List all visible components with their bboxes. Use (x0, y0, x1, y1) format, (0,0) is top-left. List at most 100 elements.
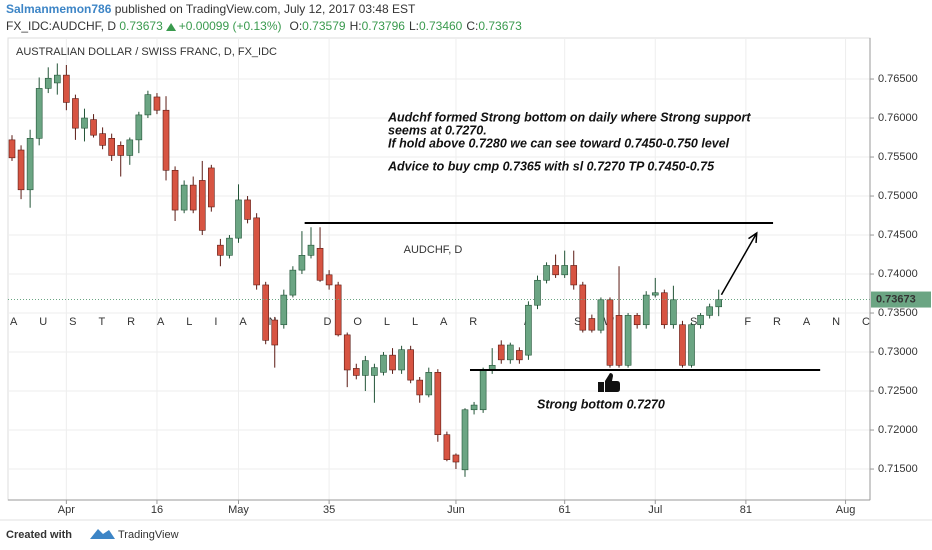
candle-body (135, 114, 143, 141)
candle-body (706, 306, 713, 316)
watermark: AUSTRALIAN DOLLAR / SWISS FRANC (10, 316, 870, 328)
last: 0.73673 (119, 19, 163, 33)
candle-body (552, 265, 559, 276)
y-tick-label: 0.72500 (878, 385, 918, 397)
candle-body (651, 292, 659, 296)
footer-created: Created with (6, 529, 72, 541)
last-price-label: 0.73673 (876, 293, 916, 305)
candle-body (26, 138, 34, 191)
x-tick-label: 16 (151, 504, 163, 516)
x-tick-label: May (228, 504, 249, 516)
annotation: Advice to buy cmp 0.7365 with sl 0.7270 … (387, 159, 715, 173)
x-tick-label: 61 (559, 504, 571, 516)
candle-body (624, 315, 632, 366)
candle-body (54, 74, 61, 84)
candle-body (362, 360, 369, 376)
candle-body (307, 244, 315, 256)
logo (90, 529, 115, 539)
annotation: Audchf formed Strong bottom on daily whe… (387, 110, 751, 124)
candle-body (679, 324, 686, 366)
candle-body (244, 199, 251, 220)
y-tick-label: 0.73000 (878, 346, 918, 358)
y-tick-label: 0.76000 (878, 112, 918, 124)
candle-body (425, 372, 433, 396)
candle-body (588, 318, 596, 331)
x-tick-label: 35 (323, 504, 335, 516)
ohlc: O:0.73579 H:0.73796 L:0.73460 C:0.73673 (290, 19, 523, 33)
candle-body (534, 279, 541, 306)
y-tick-label: 0.73500 (878, 307, 918, 319)
candle-body (253, 217, 260, 286)
candle-body (171, 169, 179, 211)
ohlc-label: L: (409, 19, 419, 33)
ohlc-label: H: (350, 19, 362, 33)
annotation: seems at 0.7270. (388, 123, 487, 137)
candle-body (271, 319, 279, 346)
candle-body (198, 180, 206, 231)
last-price-box (871, 291, 931, 308)
candle-body (17, 149, 25, 191)
candle-body (63, 74, 70, 103)
candle-body (81, 117, 88, 129)
candle-body (479, 369, 487, 411)
header-line: Salmanmemon786 published on TradingView.… (6, 2, 416, 16)
candle-body (99, 133, 106, 146)
candle-body (661, 292, 668, 326)
candle-body (162, 109, 170, 171)
candle-body (670, 299, 677, 326)
x-tick-label: Jul (648, 504, 662, 516)
candle-body (108, 138, 115, 156)
candle-body (570, 265, 578, 286)
candle-body (90, 119, 97, 136)
y-tick-label: 0.74000 (878, 268, 918, 280)
y-tick-label: 0.75500 (878, 151, 918, 163)
candle-body (525, 304, 532, 356)
candle-body (389, 354, 396, 371)
candle-body (398, 349, 405, 371)
y-tick-label: 0.74500 (878, 229, 918, 241)
candle-body (642, 294, 650, 326)
annotation: Strong bottom 0.7270 (537, 397, 665, 411)
candle-body (325, 274, 333, 286)
candle-body (633, 315, 641, 326)
candle-body (470, 404, 478, 411)
candle-body (8, 139, 16, 159)
candle-body (597, 299, 605, 331)
candle-body (715, 299, 722, 308)
candle-body (516, 350, 523, 361)
symbol-line: FX_IDC:AUDCHF, D 0.73673 +0.00099 (+0.13%… (6, 19, 522, 33)
ohlc-value: 0.73673 (478, 19, 522, 33)
candle-body (615, 315, 623, 366)
candle-body (343, 334, 351, 371)
candle-body (44, 77, 52, 89)
candle-body (334, 284, 342, 336)
x-tick-label: Aug (836, 504, 856, 516)
candle-body (262, 284, 269, 341)
candle-body (153, 96, 161, 111)
y-tick-label: 0.71500 (878, 463, 918, 475)
candle-body (697, 315, 704, 326)
y-tick-label: 0.76500 (878, 73, 918, 85)
arrow (720, 231, 758, 296)
footer-brand: TradingView (118, 529, 179, 541)
candle-body (289, 269, 297, 296)
candle-body (579, 284, 587, 331)
author: Salmanmemon786 (6, 2, 112, 16)
candle-body (688, 324, 695, 366)
up-icon (166, 23, 177, 31)
candle-body (380, 354, 387, 373)
candle-body (117, 145, 125, 156)
published: published on TradingView.com, July 12, 2… (115, 2, 416, 16)
y-tick-label: 0.75000 (878, 190, 918, 202)
candle-body (298, 255, 306, 271)
candle-body (208, 167, 215, 208)
candle-body (126, 139, 134, 156)
x-tick-label: Apr (58, 504, 75, 516)
x-tick-label: 81 (740, 504, 752, 516)
candle-body (235, 199, 242, 239)
candle-body (407, 349, 414, 381)
candle-body (443, 434, 451, 460)
ohlc-value: 0.73460 (419, 19, 463, 33)
candle-body (371, 367, 378, 376)
